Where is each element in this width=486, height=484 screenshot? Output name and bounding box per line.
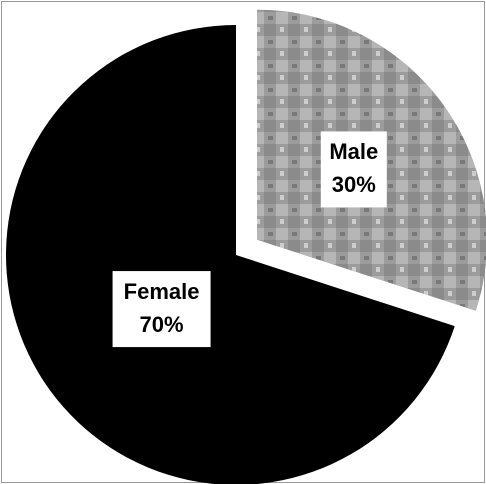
value-label: 70% — [140, 312, 184, 337]
value-label: 30% — [332, 172, 376, 197]
label-box — [320, 131, 387, 208]
label-box — [112, 271, 211, 348]
pie-slice — [6, 25, 455, 484]
slice-label: Male — [329, 139, 378, 164]
slice-label: Female — [124, 279, 200, 304]
